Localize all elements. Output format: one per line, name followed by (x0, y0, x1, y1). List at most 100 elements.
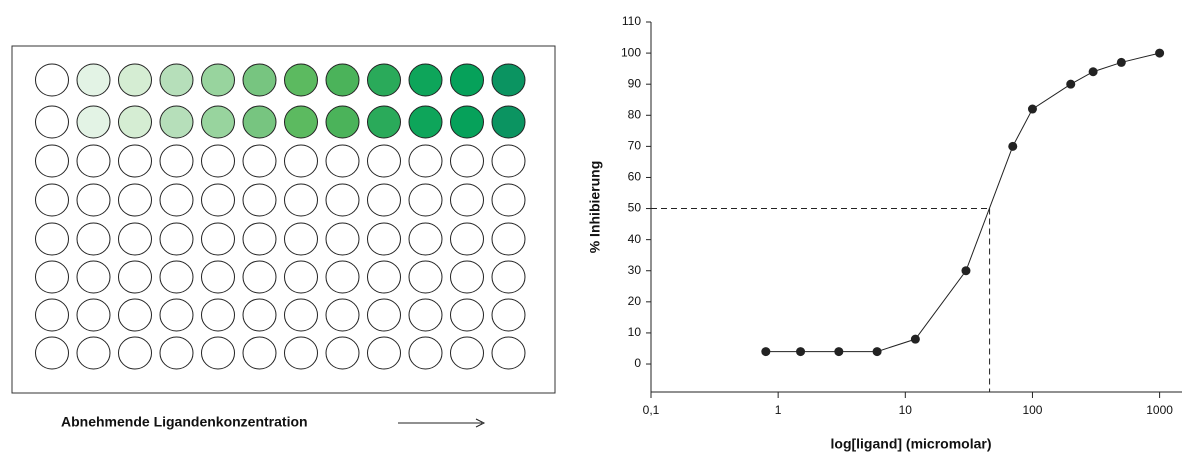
x-axis-label: log[ligand] (micromolar) (831, 436, 992, 452)
well (368, 223, 401, 255)
well (409, 261, 442, 293)
well (243, 299, 276, 331)
well (451, 106, 484, 138)
data-point (911, 335, 920, 344)
y-tick-label: 0 (634, 356, 641, 370)
well (119, 106, 152, 138)
well (492, 145, 525, 177)
well (492, 106, 525, 138)
well (285, 64, 318, 96)
well (202, 145, 235, 177)
data-point (873, 347, 882, 356)
y-tick-label: 10 (628, 325, 642, 339)
well (368, 261, 401, 293)
data-point (834, 347, 843, 356)
well (368, 184, 401, 216)
well (285, 184, 318, 216)
well (160, 223, 193, 255)
well (492, 64, 525, 96)
well (409, 223, 442, 255)
y-tick-label: 90 (628, 76, 642, 90)
data-point (961, 266, 970, 275)
well (492, 184, 525, 216)
data-point (761, 347, 770, 356)
well (451, 261, 484, 293)
well (119, 223, 152, 255)
well (409, 106, 442, 138)
well (492, 299, 525, 331)
data-point (1117, 58, 1126, 67)
well (36, 261, 69, 293)
data-line (766, 53, 1160, 351)
well (160, 145, 193, 177)
well (285, 106, 318, 138)
well (160, 106, 193, 138)
data-point (1008, 142, 1017, 151)
well (243, 184, 276, 216)
y-tick-label: 80 (628, 107, 642, 121)
x-tick-label: 1 (775, 403, 782, 417)
y-axis-label: % Inhibierung (587, 161, 603, 254)
well (119, 299, 152, 331)
well (160, 299, 193, 331)
well (409, 145, 442, 177)
well (202, 64, 235, 96)
well (119, 145, 152, 177)
well (451, 64, 484, 96)
well (368, 145, 401, 177)
well (77, 145, 110, 177)
well (119, 261, 152, 293)
well (160, 64, 193, 96)
well (285, 337, 318, 369)
well (285, 299, 318, 331)
well (77, 184, 110, 216)
x-tick-label: 10 (899, 403, 913, 417)
well (36, 184, 69, 216)
well (36, 145, 69, 177)
well (492, 223, 525, 255)
well (285, 223, 318, 255)
y-tick-label: 30 (628, 263, 642, 277)
well (409, 337, 442, 369)
well (451, 299, 484, 331)
well (202, 184, 235, 216)
well (202, 223, 235, 255)
well (326, 184, 359, 216)
well (409, 184, 442, 216)
well (451, 184, 484, 216)
well (326, 337, 359, 369)
well (202, 337, 235, 369)
y-tick-label: 100 (621, 45, 641, 59)
well (36, 106, 69, 138)
well (326, 64, 359, 96)
chart: log[ligand] (micromolar) % Inhibierung 0… (587, 14, 1182, 452)
well (285, 145, 318, 177)
well (326, 106, 359, 138)
well (36, 64, 69, 96)
well (77, 223, 110, 255)
y-tick-label: 20 (628, 294, 642, 308)
x-tick-label: 0,1 (643, 403, 660, 417)
well (368, 64, 401, 96)
well (243, 64, 276, 96)
well (451, 337, 484, 369)
data-point (796, 347, 805, 356)
figure: Abnehmende Ligandenkonzentration log[lig… (0, 0, 1186, 452)
well (160, 261, 193, 293)
well (119, 337, 152, 369)
well (326, 223, 359, 255)
well (326, 261, 359, 293)
well (77, 261, 110, 293)
data-point (1089, 67, 1098, 76)
y-tick-label: 110 (622, 14, 641, 28)
well (243, 261, 276, 293)
well (202, 106, 235, 138)
well (77, 106, 110, 138)
well (36, 223, 69, 255)
data-point (1028, 105, 1037, 114)
y-tick-label: 40 (628, 232, 642, 246)
data-point (1066, 80, 1075, 89)
y-tick-label: 50 (628, 201, 642, 215)
well (36, 299, 69, 331)
well (160, 184, 193, 216)
